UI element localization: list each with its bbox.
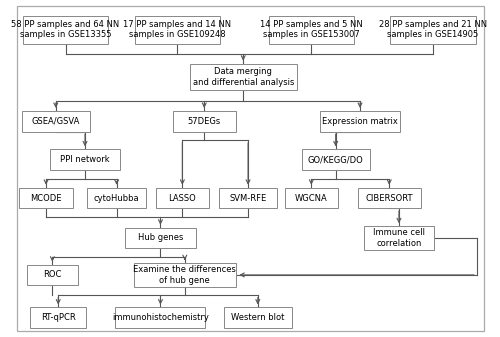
Text: Examine the differences
of hub gene: Examine the differences of hub gene (134, 265, 236, 285)
Text: Expression matrix: Expression matrix (322, 117, 398, 126)
Text: WGCNA: WGCNA (295, 193, 328, 203)
FancyBboxPatch shape (190, 64, 296, 90)
FancyBboxPatch shape (302, 149, 370, 170)
Text: 57DEGs: 57DEGs (188, 117, 221, 126)
FancyBboxPatch shape (172, 111, 236, 131)
Text: immunohistochemistry: immunohistochemistry (112, 313, 209, 322)
FancyBboxPatch shape (219, 188, 278, 208)
Text: LASSO: LASSO (168, 193, 196, 203)
Text: GO/KEGG/DO: GO/KEGG/DO (308, 155, 364, 164)
Text: 58 PP samples and 64 NN
samples in GSE13355: 58 PP samples and 64 NN samples in GSE13… (12, 20, 120, 39)
Text: Immune cell
correlation: Immune cell correlation (373, 228, 425, 248)
Text: 28 PP samples and 21 NN
samples in GSE14905: 28 PP samples and 21 NN samples in GSE14… (379, 20, 487, 39)
Text: 14 PP samples and 5 NN
samples in GSE153007: 14 PP samples and 5 NN samples in GSE153… (260, 20, 362, 39)
Text: ROC: ROC (43, 270, 62, 279)
FancyBboxPatch shape (224, 307, 292, 328)
FancyBboxPatch shape (156, 188, 209, 208)
Text: Hub genes: Hub genes (138, 234, 183, 242)
Text: CIBERSORT: CIBERSORT (366, 193, 413, 203)
FancyBboxPatch shape (135, 16, 220, 43)
FancyBboxPatch shape (364, 226, 434, 250)
Text: cytoHubba: cytoHubba (94, 193, 140, 203)
FancyBboxPatch shape (27, 265, 78, 285)
FancyBboxPatch shape (30, 307, 86, 328)
FancyBboxPatch shape (320, 111, 400, 131)
Text: MCODE: MCODE (30, 193, 62, 203)
FancyBboxPatch shape (116, 307, 206, 328)
FancyBboxPatch shape (23, 16, 108, 43)
Text: PPI network: PPI network (60, 155, 110, 164)
FancyBboxPatch shape (50, 149, 120, 170)
FancyBboxPatch shape (269, 16, 354, 43)
FancyBboxPatch shape (20, 188, 73, 208)
Text: RT-qPCR: RT-qPCR (41, 313, 76, 322)
FancyBboxPatch shape (88, 188, 146, 208)
Text: GSEA/GSVA: GSEA/GSVA (32, 117, 80, 126)
FancyBboxPatch shape (358, 188, 421, 208)
FancyBboxPatch shape (284, 188, 338, 208)
FancyBboxPatch shape (134, 263, 236, 287)
FancyBboxPatch shape (125, 227, 196, 248)
Text: Data merging
and differential analysis: Data merging and differential analysis (192, 67, 294, 87)
Text: SVM-RFE: SVM-RFE (230, 193, 266, 203)
Text: 17 PP samples and 14 NN
samples in GSE109248: 17 PP samples and 14 NN samples in GSE10… (124, 20, 232, 39)
FancyBboxPatch shape (22, 111, 90, 131)
Text: Western blot: Western blot (231, 313, 284, 322)
FancyBboxPatch shape (390, 16, 476, 43)
